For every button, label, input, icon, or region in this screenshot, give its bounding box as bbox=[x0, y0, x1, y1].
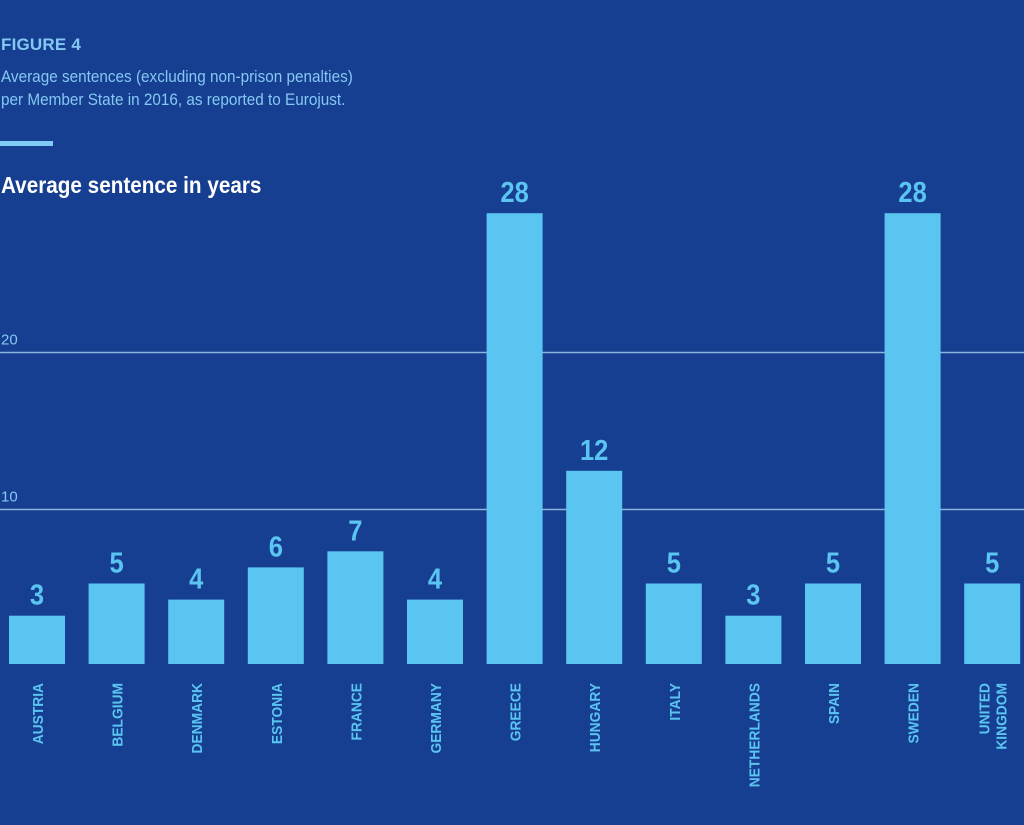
bar-germany bbox=[407, 599, 463, 664]
y-tick-label: 10 bbox=[1, 489, 18, 506]
value-label: 28 bbox=[898, 176, 926, 209]
x-category-label: GERMANY bbox=[429, 683, 446, 754]
figure-number: FIGURE 4 bbox=[1, 35, 82, 54]
x-category-label: NETHERLANDS bbox=[747, 683, 764, 788]
bar-belgium bbox=[88, 583, 145, 664]
value-label: 4 bbox=[428, 562, 443, 595]
bar-denmark bbox=[168, 599, 225, 664]
x-category-label: KINGDOM bbox=[994, 683, 1011, 750]
caption-line-1: Average sentences (excluding non-prison … bbox=[1, 67, 353, 86]
value-label: 5 bbox=[667, 546, 681, 579]
bar-greece bbox=[486, 213, 543, 664]
x-category-label: UNITED bbox=[977, 683, 994, 734]
bars bbox=[9, 213, 1021, 664]
bar-hungary bbox=[566, 470, 623, 664]
bar-spain bbox=[805, 583, 861, 664]
x-category-label: FRANCE bbox=[349, 683, 366, 741]
bar-estonia bbox=[247, 567, 304, 664]
x-category-label: BELGIUM bbox=[110, 683, 127, 747]
bar-sweden bbox=[884, 213, 941, 664]
x-category-label: ESTONIA bbox=[269, 682, 286, 744]
value-label: 7 bbox=[348, 514, 362, 547]
bar-united-kingdom bbox=[964, 583, 1021, 664]
value-labels: 3 5 4 6 7 4 28 12 5 3 5 28 5 bbox=[30, 176, 999, 611]
x-category-label: HUNGARY bbox=[588, 683, 605, 753]
bar-italy bbox=[645, 583, 702, 664]
accent-rule bbox=[0, 141, 53, 146]
bar-france bbox=[327, 551, 384, 664]
x-category-label: SPAIN bbox=[827, 683, 844, 724]
bar-netherlands bbox=[725, 615, 782, 664]
category-labels: AUSTRIA BELGIUM DENMARK ESTONIA FRANCE GERMAN… bbox=[31, 682, 1011, 787]
value-label: 3 bbox=[30, 578, 44, 611]
figure-caption: Average sentences (excluding non-prison … bbox=[1, 65, 353, 111]
value-label: 6 bbox=[269, 530, 283, 563]
x-category-label: SWEDEN bbox=[906, 683, 923, 744]
bar-austria bbox=[9, 615, 65, 664]
value-label: 12 bbox=[580, 433, 608, 466]
x-category-label: GREECE bbox=[508, 683, 525, 742]
value-label: 5 bbox=[985, 546, 999, 579]
x-category-label: DENMARK bbox=[190, 682, 207, 753]
value-label: 5 bbox=[110, 546, 124, 579]
x-category-label: AUSTRIA bbox=[31, 682, 48, 744]
caption-line-2: per Member State in 2016, as reported to… bbox=[1, 90, 346, 109]
x-category-label: ITALY bbox=[667, 683, 684, 721]
value-label: 28 bbox=[500, 176, 528, 209]
value-label: 4 bbox=[189, 562, 204, 595]
value-label: 3 bbox=[746, 578, 760, 611]
y-tick-label: 20 bbox=[1, 332, 18, 349]
value-label: 5 bbox=[826, 546, 840, 579]
chart-title: Average sentence in years bbox=[1, 172, 262, 198]
